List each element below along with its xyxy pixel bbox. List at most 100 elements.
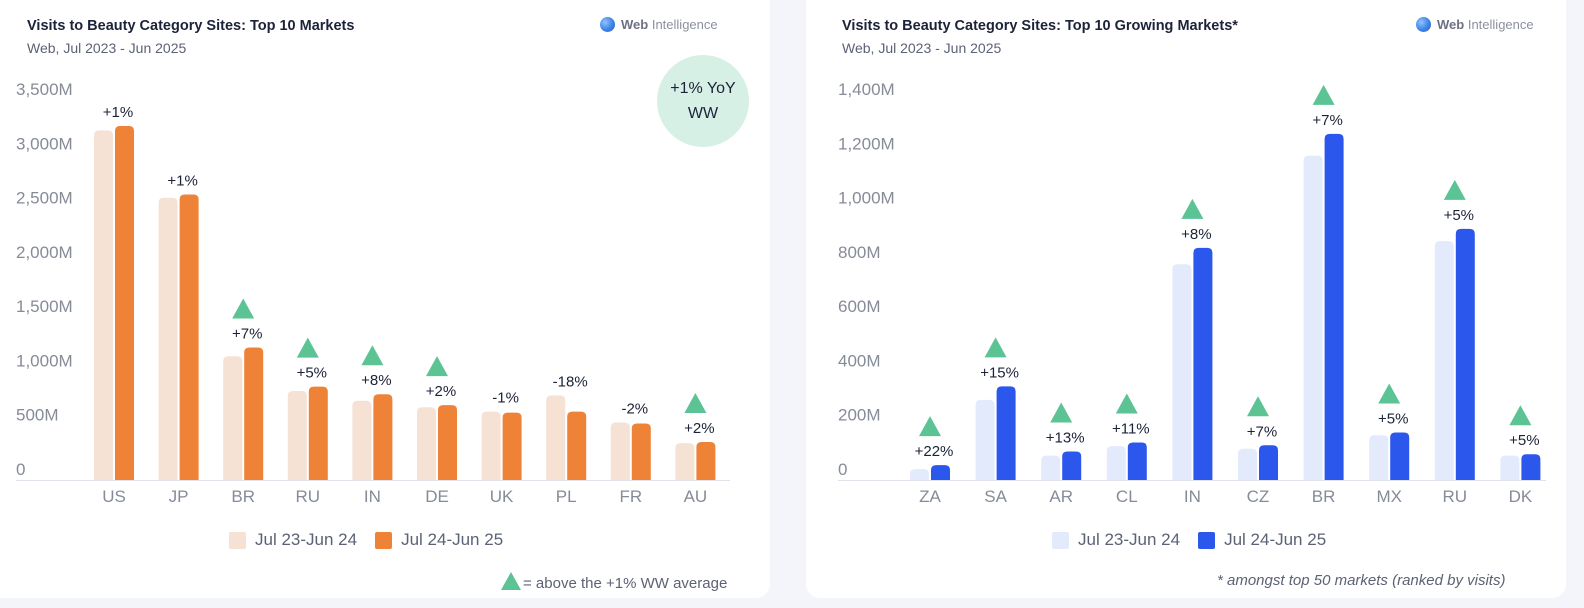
bar-curr-year-ru xyxy=(308,386,328,480)
brand-name-strong: Web xyxy=(621,17,649,32)
bar-curr-year-cz xyxy=(1259,445,1278,480)
change-label-in: +8% xyxy=(1181,226,1211,243)
web-intelligence-icon xyxy=(600,17,615,32)
bar-curr-year-au xyxy=(696,442,716,480)
bar-prev-year-br xyxy=(1303,155,1323,480)
change-label-pl: -18% xyxy=(553,373,588,390)
bar-prev-year-cl xyxy=(1106,446,1126,480)
x-tick-label: UK xyxy=(490,487,514,506)
above-average-marker-in xyxy=(1181,198,1204,219)
bar-curr-year-mx xyxy=(1390,432,1410,480)
x-tick-label: FR xyxy=(619,487,642,506)
change-label-sa: +15% xyxy=(980,364,1019,381)
bar-prev-year-jp xyxy=(158,197,178,480)
x-tick-label: JP xyxy=(169,487,189,506)
bar-prev-year-pl xyxy=(546,395,566,480)
bar-curr-year-br xyxy=(1324,133,1344,480)
legend-item-curr-year: Jul 24-Jun 25 xyxy=(1198,530,1326,550)
legend-label-prev-year: Jul 23-Jun 24 xyxy=(1078,530,1181,549)
bar-curr-year-de xyxy=(438,405,457,480)
bar-curr-year-fr xyxy=(631,423,651,480)
footnote: * amongst top 50 markets (ranked by visi… xyxy=(1217,572,1506,589)
change-label-de: +2% xyxy=(426,383,456,400)
change-label-in: +8% xyxy=(361,372,391,389)
change-label-uk: -1% xyxy=(492,390,519,407)
y-tick-label: 0 xyxy=(838,460,847,479)
legend-item-curr-year: Jul 24-Jun 25 xyxy=(375,530,503,550)
y-tick-label: 2,000M xyxy=(16,243,73,262)
change-label-us: +1% xyxy=(103,104,133,121)
yoy-badge-text: +1% YoY WW xyxy=(670,80,736,122)
chart-panel-top-markets: Visits to Beauty Category Sites: Top 10 … xyxy=(0,0,770,598)
y-tick-label: 800M xyxy=(838,243,881,262)
bar-curr-year-ar xyxy=(1062,451,1082,480)
change-label-mx: +5% xyxy=(1378,411,1408,428)
x-tick-label: CZ xyxy=(1247,487,1270,506)
above-average-marker-ru xyxy=(296,337,319,358)
y-tick-label: 600M xyxy=(838,297,881,316)
y-tick-label: 200M xyxy=(838,406,881,425)
change-label-cl: +11% xyxy=(1112,421,1150,438)
bar-curr-year-in xyxy=(1193,247,1213,480)
change-label-br: +7% xyxy=(1312,112,1342,129)
chart-subtitle: Web, Jul 2023 - Jun 2025 xyxy=(27,40,187,56)
bar-prev-year-sa xyxy=(975,399,995,480)
legend-label-prev-year: Jul 23-Jun 24 xyxy=(255,530,358,549)
x-tick-label: RU xyxy=(296,487,321,506)
bar-prev-year-fr xyxy=(610,422,630,480)
chart-title: Visits to Beauty Category Sites: Top 10 … xyxy=(842,18,1238,34)
above-average-marker-br xyxy=(1312,84,1335,105)
above-average-marker-ar xyxy=(1050,402,1073,423)
bar-curr-year-dk xyxy=(1521,454,1541,480)
x-tick-label: AU xyxy=(684,487,708,506)
web-intelligence-icon xyxy=(1416,17,1431,32)
bar-prev-year-cz xyxy=(1238,448,1257,480)
brand-name-strong: Web xyxy=(1437,17,1465,32)
change-label-ru: +5% xyxy=(1444,207,1474,224)
bar-curr-year-cl xyxy=(1127,442,1147,480)
change-label-dk: +5% xyxy=(1509,432,1539,449)
y-tick-label: 400M xyxy=(838,351,881,370)
above-average-marker-cl xyxy=(1115,393,1138,414)
above-average-marker-sa xyxy=(984,337,1007,358)
y-tick-label: 1,400M xyxy=(838,80,895,99)
legend-swatch-prev-year xyxy=(1052,531,1069,549)
x-tick-label: IN xyxy=(364,487,381,506)
bar-curr-year-br xyxy=(244,347,264,480)
legend-swatch-curr-year xyxy=(375,531,393,549)
change-label-cz: +7% xyxy=(1247,423,1277,440)
bar-prev-year-za xyxy=(910,469,929,480)
x-tick-label: US xyxy=(102,487,126,506)
x-tick-label: CL xyxy=(1116,487,1138,506)
bar-prev-year-mx xyxy=(1369,435,1389,480)
x-tick-label: DE xyxy=(425,487,449,506)
x-tick-label: IN xyxy=(1184,487,1201,506)
above-average-marker-de xyxy=(426,356,448,377)
chart-panel-growing-markets: Visits to Beauty Category Sites: Top 10 … xyxy=(806,0,1566,598)
bar-prev-year-uk xyxy=(481,411,501,480)
bar-curr-year-pl xyxy=(567,411,587,480)
chart-subtitle: Web, Jul 2023 - Jun 2025 xyxy=(842,40,1002,56)
above-average-marker-au xyxy=(684,393,707,413)
x-tick-label: RU xyxy=(1443,487,1468,506)
legend: Jul 23-Jun 24 Jul 24-Jun 25 xyxy=(229,530,503,550)
bar-chart-top-markets: 0 500M 1,000M 1,500M 2,000M 2,500M 3,000M 3,500… xyxy=(16,80,730,506)
x-tick-label: DK xyxy=(1509,487,1533,506)
y-tick-label: 1,000M xyxy=(16,351,73,370)
y-tick-label: 1,000M xyxy=(838,189,895,208)
triangle-up-icon xyxy=(501,572,521,590)
bar-curr-year-in xyxy=(373,394,393,480)
legend-item-prev-year: Jul 23-Jun 24 xyxy=(1052,530,1180,550)
y-tick-label: 1,200M xyxy=(838,134,895,153)
change-label-fr: -2% xyxy=(621,400,648,417)
bar-curr-year-ru xyxy=(1455,228,1475,480)
bar-prev-year-ar xyxy=(1041,455,1061,480)
above-average-marker-dk xyxy=(1509,405,1532,426)
change-label-ru: +5% xyxy=(297,365,327,382)
above-average-marker-mx xyxy=(1378,383,1401,404)
bar-prev-year-de xyxy=(417,407,436,480)
brand-name-rest: Intelligence xyxy=(651,17,718,32)
legend-swatch-curr-year xyxy=(1198,531,1216,549)
chart-title: Visits to Beauty Category Sites: Top 10 … xyxy=(27,18,355,34)
above-average-marker-za xyxy=(919,416,941,437)
